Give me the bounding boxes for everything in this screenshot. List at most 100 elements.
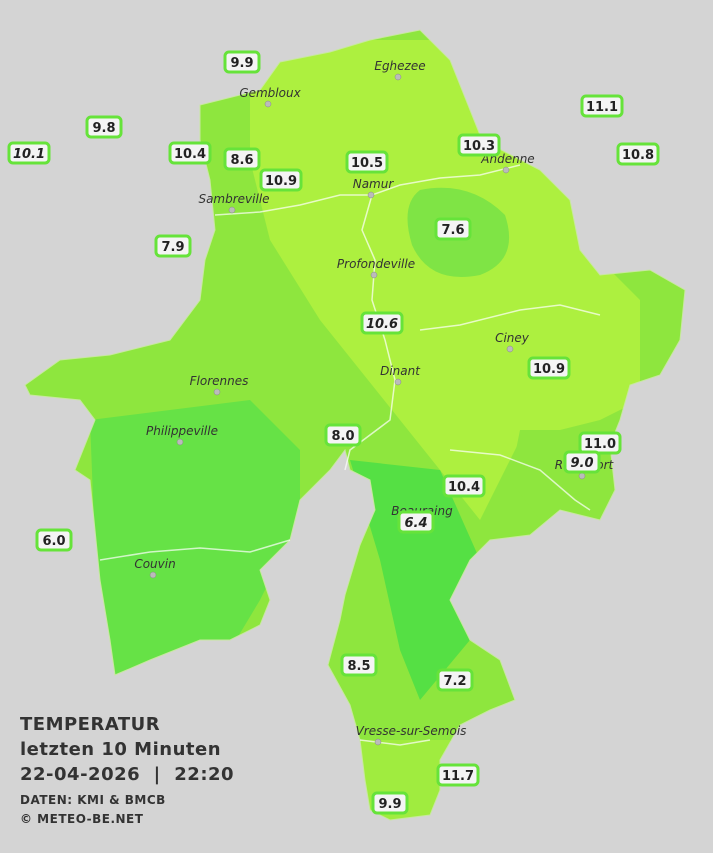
city-label: Couvin [134,557,175,571]
copyright: © METEO-BE.NET [20,812,144,826]
station: 11.1 [580,94,624,118]
station-value: 8.6 [230,153,253,168]
station-value: 9.8 [92,121,115,136]
station: 8.5 [340,653,378,677]
station-box [340,653,378,677]
station-value: 7.9 [161,240,184,255]
city-dot [264,100,272,108]
station-value: 10.4 [174,147,206,162]
station-box [7,141,51,165]
station-value: 8.5 [347,659,370,674]
station: 10.5 [345,150,389,174]
city-label: Florennes [190,374,249,388]
station-value: 8.0 [331,429,354,444]
city-dot [228,206,236,214]
station-box [442,474,486,498]
station: 10.4 [442,474,486,498]
station-value: 10.9 [265,174,297,189]
city-label: Ciney [495,331,530,345]
city-dot [394,378,402,386]
station: 10.6 [360,311,404,335]
city-label: Profondeville [337,257,415,271]
station-box [580,94,624,118]
station-box [436,763,480,787]
station-box [324,423,362,447]
city-dot [506,345,514,353]
station-box [168,141,212,165]
station: 10.8 [616,142,660,166]
station-value: 10.6 [366,317,398,332]
station: 11.7 [436,763,480,787]
station-value: 10.9 [533,362,565,377]
station-value: 9.9 [230,56,253,71]
city-dot [213,388,221,396]
station-box [371,791,409,815]
station-box [85,115,123,139]
city-label: Sambreville [198,192,269,206]
city-label: Dinant [380,364,421,378]
station: 10.9 [259,168,303,192]
station: 7.2 [436,668,474,692]
station: 9.9 [371,791,409,815]
station-value: 10.1 [13,147,45,162]
station-box [223,50,261,74]
station: 6.4 [397,510,435,534]
station: 10.3 [457,133,501,157]
station: 10.1 [7,141,51,165]
city-dot [367,191,375,199]
station-value: 10.8 [622,148,654,163]
station-value: 11.1 [586,100,618,115]
station-value: 7.2 [443,674,466,689]
city-dot [370,271,378,279]
city-dot [394,73,402,81]
station-box [397,510,435,534]
datetime: 22-04-2026 | 22:20 [20,764,234,785]
station-box [457,133,501,157]
subtitle: letzten 10 Minuten [20,739,221,760]
city-dot [176,438,184,446]
station-value: 7.6 [441,223,464,238]
station-box [223,147,261,171]
station-box [154,234,192,258]
title: TEMPERATUR [20,714,160,735]
station-box [259,168,303,192]
station-value: 10.3 [463,139,495,154]
city-dot [149,571,157,579]
city-label: Namur [353,177,395,191]
station: 9.8 [85,115,123,139]
city-label: Vresse-sur-Semois [356,724,467,738]
station-box [578,431,622,455]
station: 11.0 [578,431,622,455]
station-value: 11.7 [442,769,474,784]
station-value: 10.4 [448,480,480,495]
station-value: 6.4 [404,516,427,531]
station-box [345,150,389,174]
station-box [436,668,474,692]
station-value: 9.0 [570,456,593,471]
station: 8.0 [324,423,362,447]
station: 10.4 [168,141,212,165]
station-value: 9.9 [378,797,401,812]
station: 7.9 [154,234,192,258]
station-box [360,311,404,335]
station: 9.9 [223,50,261,74]
city-dot [374,738,382,746]
station-box [527,356,571,380]
station: 8.6 [223,147,261,171]
city-label: Philippeville [146,424,218,438]
station: 6.0 [35,528,73,552]
city-dot [578,472,586,480]
station: 10.9 [527,356,571,380]
station-value: 10.5 [351,156,383,171]
city-dot [502,166,510,174]
station-box [35,528,73,552]
station-value: 11.0 [584,437,616,452]
city-label: Gembloux [239,86,301,100]
station-value: 6.0 [42,534,65,549]
station: 7.6 [434,217,472,241]
city-label: Eghezee [374,59,425,73]
station-box [563,450,601,474]
station-box [434,217,472,241]
station-box [616,142,660,166]
